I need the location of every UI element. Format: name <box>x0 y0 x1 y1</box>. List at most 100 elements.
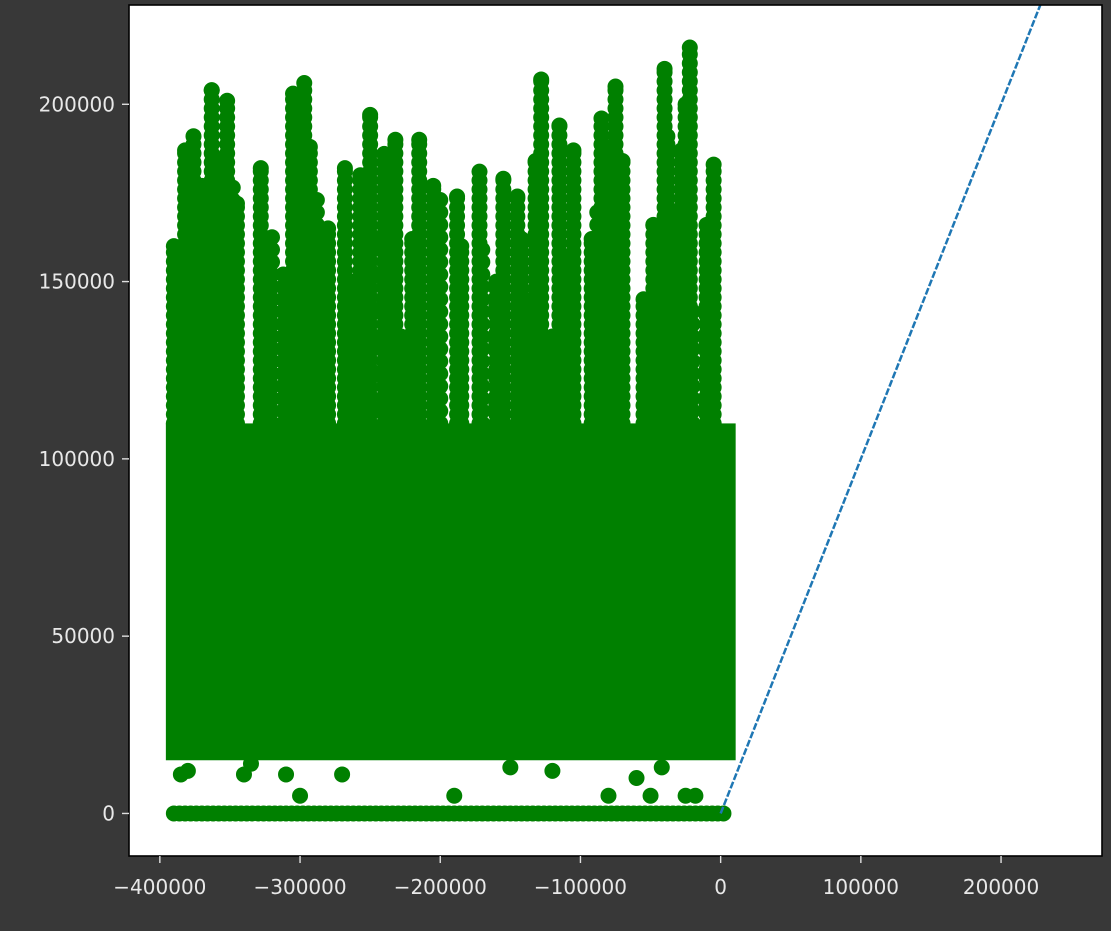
scatter-point <box>701 353 718 370</box>
y-axis: 0 50000 100000 150000 200000 <box>39 92 129 825</box>
scatter-point <box>684 328 701 345</box>
scatter-point <box>670 278 687 295</box>
scatter-point <box>264 278 281 295</box>
scatter-point <box>635 291 652 308</box>
scatter-point <box>376 241 393 258</box>
scatter-point <box>649 390 666 407</box>
scatter-point <box>432 278 449 295</box>
scatter-point <box>670 254 687 271</box>
scatter-point <box>649 378 666 395</box>
scatter-point <box>558 255 575 272</box>
scatter-point <box>516 390 533 407</box>
scatter-point <box>544 365 561 382</box>
scatter-point <box>219 92 236 109</box>
scatter-point <box>387 131 404 148</box>
scatter-point <box>308 353 325 370</box>
scatter-point <box>698 216 715 233</box>
scatter-point <box>264 241 281 258</box>
scatter-point <box>308 365 325 382</box>
scatter-point <box>495 170 512 187</box>
scatter-point <box>589 365 606 382</box>
scatter-point <box>684 390 701 407</box>
scatter-point <box>432 229 449 246</box>
scatter-point <box>607 78 624 95</box>
scatter-point <box>474 316 491 333</box>
scatter-point <box>224 216 241 233</box>
x-axis: −400000 −300000 −200000 −100000 0 100000 20000… <box>113 856 1039 899</box>
scatter-point <box>308 340 325 357</box>
scatter-point <box>275 291 292 308</box>
scatter-point <box>308 254 325 271</box>
scatter-point <box>684 415 701 432</box>
scatter-point <box>172 402 189 419</box>
scatter-point <box>589 390 606 407</box>
scatter-point <box>209 340 226 357</box>
scatter-point <box>294 378 311 395</box>
scatter-point <box>670 266 687 283</box>
scatter-point <box>608 316 625 333</box>
scatter-point <box>471 163 488 180</box>
scatter-point <box>687 787 704 804</box>
scatter-point <box>662 229 679 246</box>
scatter-point <box>432 365 449 382</box>
scatter-point <box>432 291 449 308</box>
scatter-point <box>516 340 533 357</box>
scatter-point <box>589 254 606 271</box>
scatter-point <box>199 303 216 320</box>
scatter-point <box>474 365 491 382</box>
scatter-point <box>172 378 189 395</box>
scatter-point <box>209 328 226 345</box>
scatter-point <box>684 340 701 357</box>
scatter-point <box>185 128 202 145</box>
scatter-point <box>509 188 526 205</box>
scatter-point <box>376 254 393 271</box>
scatter-point <box>275 266 292 283</box>
scatter-point <box>294 415 311 432</box>
scatter-point <box>392 328 409 345</box>
scatter-point <box>308 204 325 221</box>
scatter-point <box>199 278 216 295</box>
x-tick-label: −200000 <box>394 875 487 899</box>
scatter-point <box>684 402 701 419</box>
scatter-point <box>264 365 281 382</box>
scatter-point <box>172 353 189 370</box>
scatter-point <box>383 278 400 295</box>
scatter-point <box>336 160 353 177</box>
x-tick-label: 0 <box>714 875 727 899</box>
scatter-point <box>224 378 241 395</box>
scatter-point <box>294 353 311 370</box>
scatter-point <box>432 402 449 419</box>
scatter-point <box>516 378 533 395</box>
scatter-point <box>653 759 670 776</box>
scatter-point <box>275 415 292 432</box>
scatter-point <box>516 328 533 345</box>
scatter-point <box>425 177 442 194</box>
scatter-point <box>600 241 617 258</box>
scatter-point <box>278 766 295 783</box>
scatter-point <box>474 402 491 419</box>
scatter-point <box>432 328 449 345</box>
scatter-point <box>432 353 449 370</box>
scatter-point <box>589 266 606 283</box>
scatter-point <box>544 328 561 345</box>
scatter-point <box>292 787 309 804</box>
scatter-point <box>383 303 400 320</box>
scatter-point <box>684 378 701 395</box>
scatter-point <box>308 328 325 345</box>
scatter-point <box>362 106 379 123</box>
scatter-point <box>474 254 491 271</box>
scatter-point <box>670 390 687 407</box>
scatter-point <box>294 402 311 419</box>
scatter-point <box>224 266 241 283</box>
scatter-point <box>308 229 325 246</box>
scatter-point <box>224 291 241 308</box>
scatter-point <box>392 365 409 382</box>
scatter-point <box>308 316 325 333</box>
scatter-point <box>199 266 216 283</box>
x-tick-label: −300000 <box>253 875 346 899</box>
scatter-point <box>544 415 561 432</box>
scatter-point <box>203 82 220 99</box>
scatter-point <box>224 353 241 370</box>
scatter-point <box>224 316 241 333</box>
y-tick-label: 50000 <box>51 624 115 648</box>
